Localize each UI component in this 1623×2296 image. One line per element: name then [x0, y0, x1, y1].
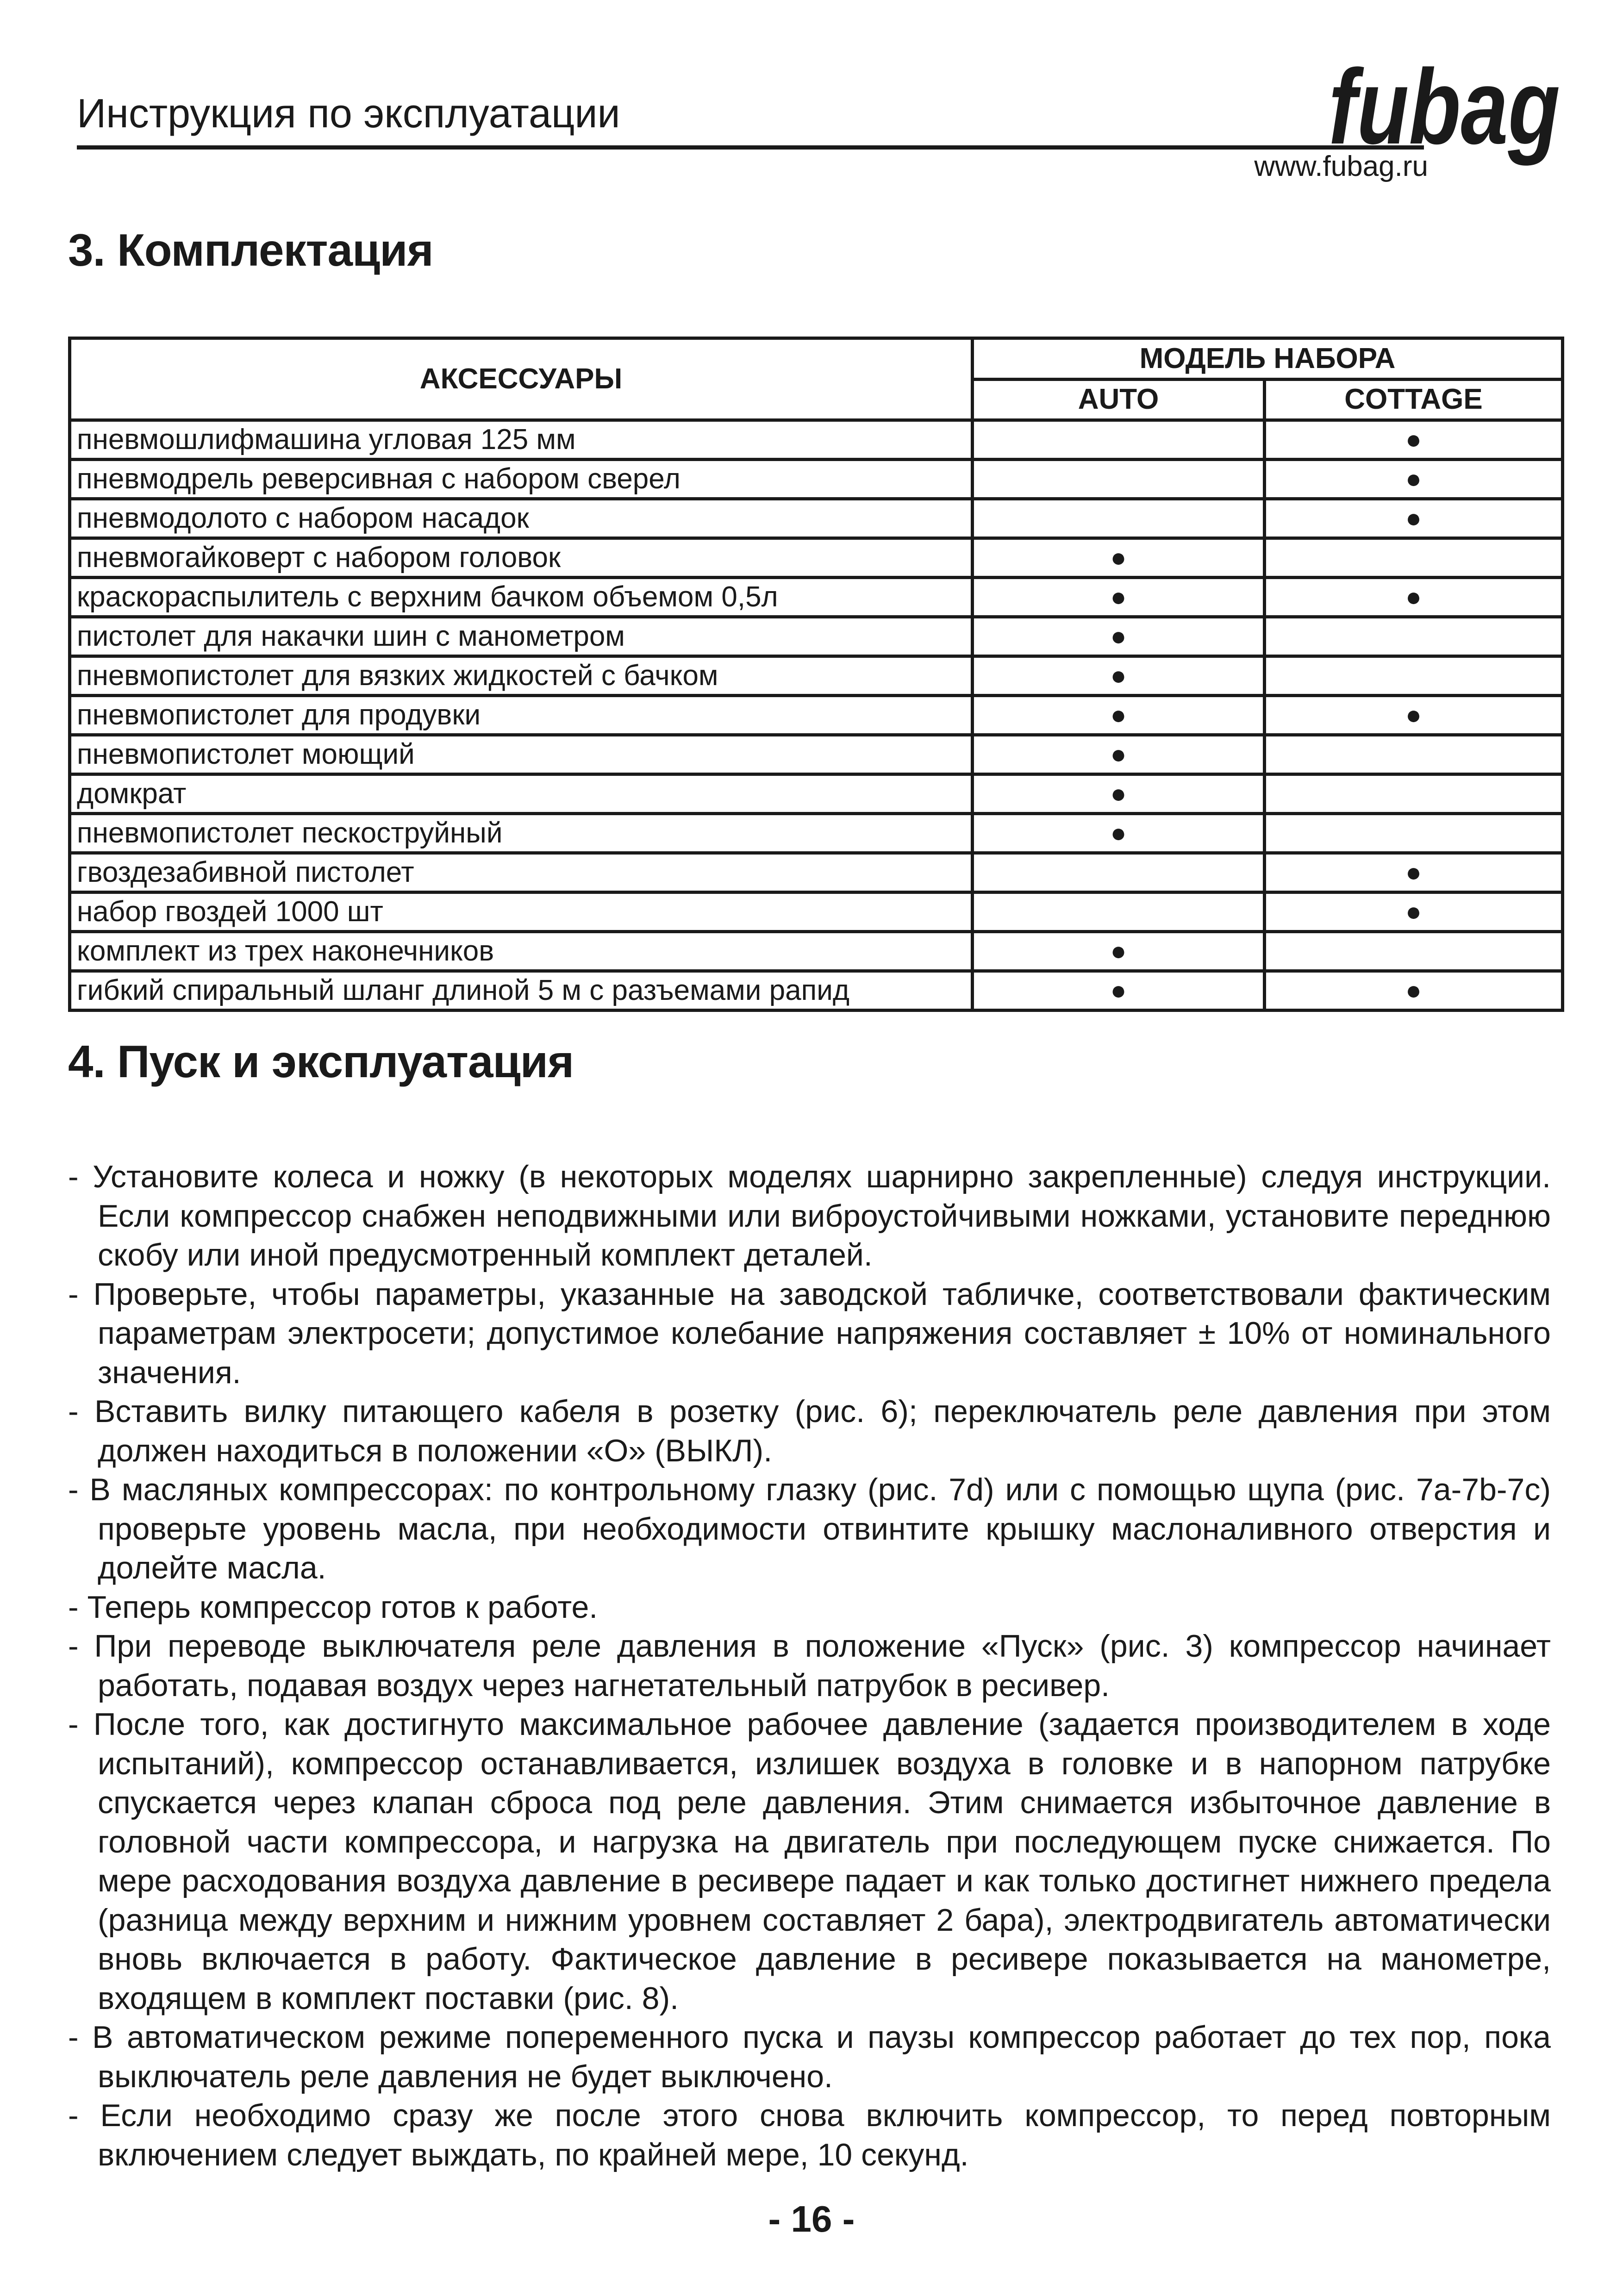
auto-mark: ●: [971, 576, 1266, 618]
table-row: комплект из трех наконечников ●: [68, 930, 1565, 973]
cottage-mark: ●: [1262, 576, 1565, 618]
accessory-name: пистолет для накачки шин с манометром: [68, 615, 974, 658]
table-row: краскораспылитель с верхним бачком объем…: [68, 576, 1565, 618]
auto-mark: [971, 891, 1266, 933]
accessory-name: комплект из трех наконечников: [68, 930, 974, 973]
accessory-name: пневмогайковерт с набором головок: [68, 537, 974, 579]
auto-mark: ●: [971, 812, 1266, 855]
auto-mark: [971, 851, 1266, 894]
column-header-model-group: МОДЕЛЬ НАБОРА: [970, 337, 1565, 381]
accessories-table: АКСЕССУАРЫ МОДЕЛЬ НАБОРА AUTO COTTAGE пн…: [68, 337, 1565, 1012]
page-number: - 16 -: [768, 2198, 855, 2240]
cottage-mark: ●: [1262, 891, 1565, 933]
instruction-item: - После того, как достигнуто максимально…: [68, 1707, 1551, 2016]
accessory-name: набор гвоздей 1000 шт: [68, 891, 974, 933]
cottage-mark: ●: [1262, 418, 1565, 461]
section-title-equipment: 3. Комплектация: [68, 225, 434, 275]
table-row: пневмопистолет пескоструйный ●: [68, 812, 1565, 855]
accessory-name: гибкий спиральный шланг длиной 5 м с раз…: [68, 969, 974, 1012]
auto-mark: [971, 497, 1266, 540]
fubag-logo: fubag: [1329, 51, 1560, 166]
table-row: пневмопистолет для продувки ● ●: [68, 694, 1565, 736]
column-header-cottage: COTTAGE: [1262, 377, 1565, 422]
instruction-item: - Теперь компрессор готов к работе.: [68, 1589, 598, 1625]
table-row: гвоздезабивной пистолет ●: [68, 851, 1565, 894]
cottage-mark: ●: [1262, 458, 1565, 500]
column-header-accessories: АКСЕССУАРЫ: [68, 337, 974, 422]
cottage-mark: ●: [1262, 497, 1565, 540]
instruction-item: - При переводе выключателя реле давления…: [68, 1628, 1551, 1703]
auto-mark: ●: [971, 655, 1266, 697]
table-row: пистолет для накачки шин с манометром ●: [68, 615, 1565, 658]
section-title-startup: 4. Пуск и эксплуатация: [68, 1036, 574, 1087]
instruction-item: - Установите колеса и ножку (в некоторых…: [68, 1159, 1551, 1273]
header-divider: [77, 145, 1424, 150]
table-row: пневмошлифмашина угловая 125 мм ●: [68, 418, 1565, 461]
accessory-name: пневмодрель реверсивная с набором сверел: [68, 458, 974, 500]
column-header-auto: AUTO: [971, 377, 1266, 422]
accessory-name: краскораспылитель с верхним бачком объем…: [68, 576, 974, 618]
cottage-mark: [1262, 655, 1565, 697]
website-url[interactable]: www.fubag.ru: [1254, 150, 1428, 182]
cottage-mark: ●: [1262, 851, 1565, 894]
cottage-mark: [1262, 773, 1565, 815]
table-row: пневмодрель реверсивная с набором сверел…: [68, 458, 1565, 500]
accessory-name: пневмодолото с набором насадок: [68, 497, 974, 540]
auto-mark: ●: [971, 615, 1266, 658]
auto-mark: [971, 458, 1266, 500]
auto-mark: ●: [971, 733, 1266, 776]
accessory-name: пневмопистолет пескоструйный: [68, 812, 974, 855]
auto-mark: ●: [971, 930, 1266, 973]
auto-mark: ●: [971, 773, 1266, 815]
table-row: домкрат ●: [68, 773, 1565, 815]
auto-mark: ●: [971, 969, 1266, 1012]
cottage-mark: [1262, 615, 1565, 658]
accessory-name: пневмошлифмашина угловая 125 мм: [68, 418, 974, 461]
accessory-name: пневмопистолет для продувки: [68, 694, 974, 736]
cottage-mark: ●: [1262, 969, 1565, 1012]
table-row: пневмодолото с набором насадок ●: [68, 497, 1565, 540]
instruction-item: - Проверьте, чтобы параметры, указанные …: [68, 1276, 1551, 1390]
table-row: пневмопистолет для вязких жидкостей с ба…: [68, 655, 1565, 697]
svg-text:fubag: fubag: [1329, 51, 1560, 166]
cottage-mark: [1262, 812, 1565, 855]
auto-mark: ●: [971, 694, 1266, 736]
table-row: гибкий спиральный шланг длиной 5 м с раз…: [68, 969, 1565, 1012]
instructions-list: - Установите колеса и ножку (в некоторых…: [68, 1157, 1551, 2174]
instruction-item: - Вставить вилку питающего кабеля в розе…: [68, 1394, 1551, 1468]
table-row: пневмопистолет моющий ●: [68, 733, 1565, 776]
auto-mark: [971, 418, 1266, 461]
cottage-mark: ●: [1262, 694, 1565, 736]
table-row: пневмогайковерт с набором головок ●: [68, 537, 1565, 579]
accessory-name: пневмопистолет для вязких жидкостей с ба…: [68, 655, 974, 697]
table-row: набор гвоздей 1000 шт ●: [68, 891, 1565, 933]
instruction-item: - Если необходимо сразу же после этого с…: [68, 2098, 1551, 2172]
instruction-item: - В автоматическом режиме попеременного …: [68, 2020, 1551, 2094]
accessory-name: домкрат: [68, 773, 974, 815]
cottage-mark: [1262, 930, 1565, 973]
accessory-name: пневмопистолет моющий: [68, 733, 974, 776]
auto-mark: ●: [971, 537, 1266, 579]
cottage-mark: [1262, 733, 1565, 776]
document-title: Инструкция по эксплуатации: [77, 90, 620, 136]
instruction-item: - В масляных компрессорах: по контрольно…: [68, 1472, 1551, 1585]
accessory-name: гвоздезабивной пистолет: [68, 851, 974, 894]
cottage-mark: [1262, 537, 1565, 579]
